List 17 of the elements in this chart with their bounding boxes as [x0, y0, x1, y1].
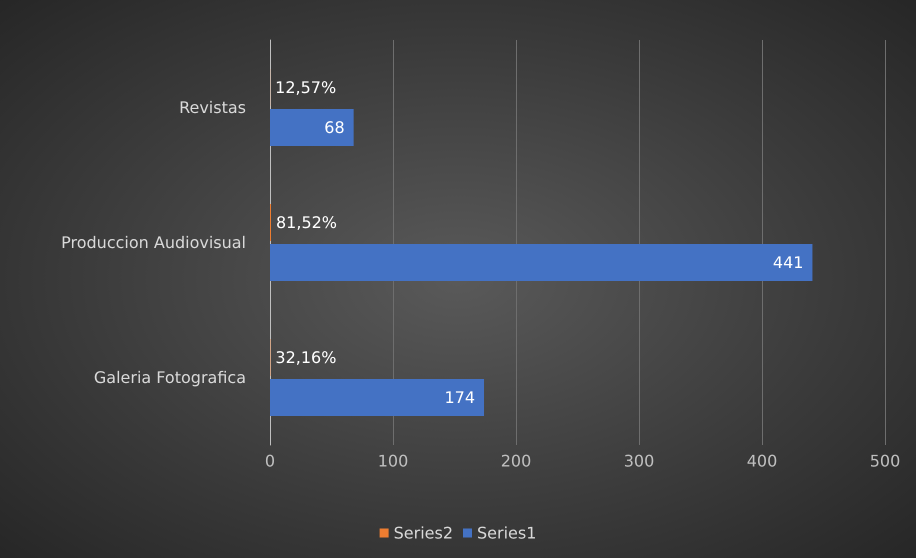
data-label: 81,52% — [276, 213, 338, 232]
legend-label: Series1 — [477, 524, 536, 542]
x-tick-label: 300 — [624, 452, 654, 470]
x-tick-label: 400 — [746, 452, 778, 470]
data-label: 174 — [444, 388, 476, 407]
data-label: 441 — [772, 252, 804, 272]
x-tick-label: 100 — [378, 452, 408, 470]
data-label: 32,16% — [275, 348, 336, 368]
x-tick-label: 0 — [264, 452, 276, 470]
y-tick-label: Produccion Audiovisual — [61, 233, 246, 252]
data-label: 68 — [324, 118, 345, 137]
x-tick-label: 500 — [870, 452, 900, 470]
legend-label: Series2 — [394, 524, 454, 542]
x-tick-label: 200 — [500, 452, 532, 470]
y-tick-label: Revistas — [179, 98, 246, 117]
data-label: 12,57% — [275, 78, 336, 98]
y-tick-label: Galeria Fotografica — [94, 368, 246, 387]
